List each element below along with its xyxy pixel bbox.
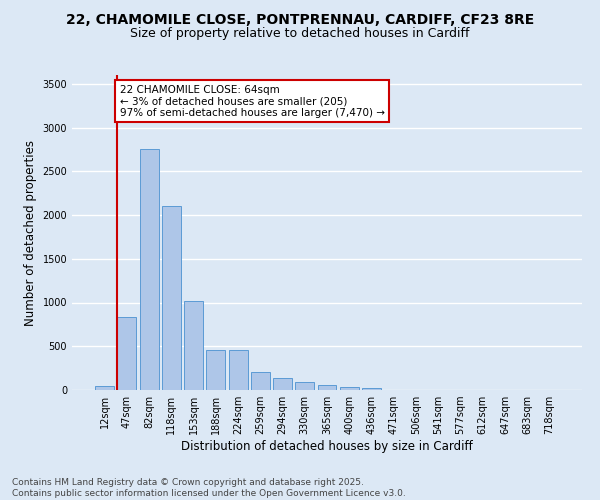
Text: 22 CHAMOMILE CLOSE: 64sqm
← 3% of detached houses are smaller (205)
97% of semi-: 22 CHAMOMILE CLOSE: 64sqm ← 3% of detach… <box>119 84 385 118</box>
Bar <box>184 300 203 390</box>
Bar <box>140 150 158 390</box>
Y-axis label: Number of detached properties: Number of detached properties <box>24 140 37 326</box>
Bar <box>206 350 225 390</box>
Bar <box>162 206 181 390</box>
Bar <box>362 388 381 390</box>
Bar <box>317 385 337 390</box>
Bar <box>95 386 114 390</box>
Text: Size of property relative to detached houses in Cardiff: Size of property relative to detached ho… <box>130 28 470 40</box>
Text: Contains HM Land Registry data © Crown copyright and database right 2025.
Contai: Contains HM Land Registry data © Crown c… <box>12 478 406 498</box>
Bar <box>340 386 359 390</box>
Bar <box>118 318 136 390</box>
Text: 22, CHAMOMILE CLOSE, PONTPRENNAU, CARDIFF, CF23 8RE: 22, CHAMOMILE CLOSE, PONTPRENNAU, CARDIF… <box>66 12 534 26</box>
Bar <box>251 372 270 390</box>
X-axis label: Distribution of detached houses by size in Cardiff: Distribution of detached houses by size … <box>181 440 473 453</box>
Bar <box>295 382 314 390</box>
Bar <box>273 378 292 390</box>
Bar <box>229 350 248 390</box>
